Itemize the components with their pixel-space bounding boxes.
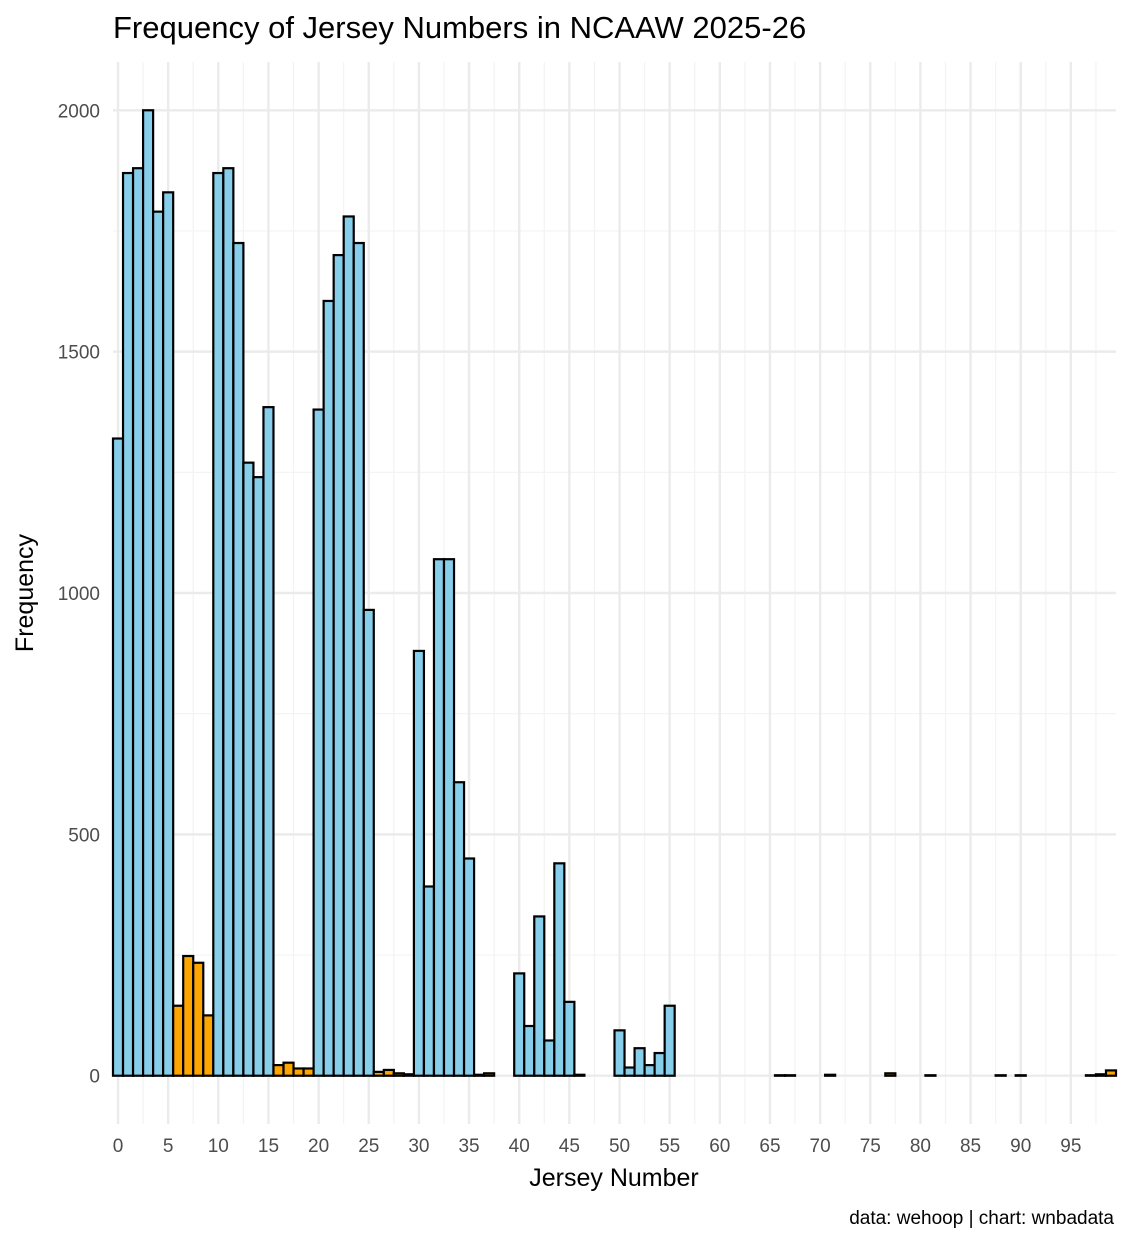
x-tick-label: 65 — [759, 1136, 780, 1157]
bar-31 — [422, 885, 436, 1077]
bar-12 — [232, 241, 245, 1077]
bar-43 — [543, 1039, 556, 1077]
bar-98 — [1094, 1073, 1108, 1077]
bar-13 — [242, 461, 255, 1077]
chart-caption: data: wehoop | chart: wnbadata — [849, 1208, 1114, 1229]
x-tick-label: 40 — [509, 1136, 530, 1157]
x-tick-label: 15 — [258, 1136, 279, 1157]
bar-40 — [513, 972, 526, 1077]
x-tick-label: 85 — [960, 1136, 981, 1157]
bar-35 — [462, 857, 476, 1077]
bars — [111, 109, 1118, 1077]
y-axis-title: Frequency — [11, 533, 39, 652]
bar-42 — [533, 915, 546, 1077]
bar-21 — [322, 299, 335, 1077]
x-tick-label: 25 — [358, 1136, 379, 1157]
bar-37 — [483, 1072, 496, 1077]
y-tick-label: 0 — [89, 1067, 100, 1088]
bar-27 — [382, 1068, 395, 1077]
bar-7 — [182, 954, 195, 1077]
bar-10 — [212, 171, 225, 1077]
x-axis-ticks: 0 5 10 15 20 25 30 35 40 45 50 55 60 65 70 75 80 85 90 95 — [113, 1136, 1082, 1157]
bar-5 — [162, 191, 175, 1077]
x-tick-label: 75 — [860, 1136, 881, 1157]
y-tick-label: 500 — [68, 825, 100, 846]
bar-24 — [352, 241, 365, 1077]
chart-title: Frequency of Jersey Numbers in NCAAW 202… — [113, 10, 806, 45]
y-tick-label: 1500 — [58, 343, 100, 364]
bar-6 — [172, 1004, 185, 1077]
bar-30 — [412, 649, 426, 1077]
bar-32 — [432, 558, 446, 1077]
bar-8 — [192, 961, 205, 1077]
x-tick-label: 0 — [113, 1136, 124, 1157]
x-tick-label: 55 — [659, 1136, 680, 1157]
y-axis-ticks: 0 500 1000 1500 2000 — [58, 101, 100, 1087]
bar-22 — [332, 253, 345, 1077]
bar-9 — [202, 1014, 215, 1077]
x-tick-label: 5 — [163, 1136, 174, 1157]
bar-23 — [342, 215, 355, 1077]
bar-99 — [1104, 1069, 1118, 1077]
bar-54 — [653, 1051, 666, 1077]
bar-55 — [663, 1004, 676, 1077]
bar-51 — [623, 1066, 636, 1077]
bar-28 — [392, 1072, 405, 1077]
bar-33 — [442, 558, 456, 1077]
bar-15 — [262, 406, 275, 1077]
bar-53 — [643, 1064, 656, 1077]
x-tick-label: 30 — [408, 1136, 429, 1157]
bar-16 — [272, 1064, 285, 1077]
y-tick-label: 1000 — [58, 584, 100, 605]
x-tick-label: 45 — [559, 1136, 580, 1157]
bar-18 — [292, 1067, 305, 1077]
y-tick-label: 2000 — [58, 101, 100, 122]
bar-19 — [302, 1067, 315, 1077]
bar-36 — [472, 1073, 486, 1077]
x-tick-label: 50 — [609, 1136, 630, 1157]
bar-17 — [282, 1061, 295, 1077]
bar-71 — [824, 1073, 837, 1077]
bar-20 — [312, 408, 325, 1077]
bar-77 — [884, 1072, 897, 1077]
x-tick-label: 95 — [1060, 1136, 1081, 1157]
bar-11 — [222, 167, 235, 1077]
bar-1 — [121, 171, 135, 1077]
x-tick-label: 80 — [910, 1136, 931, 1157]
x-tick-label: 90 — [1010, 1136, 1031, 1157]
bar-26 — [372, 1070, 385, 1077]
bar-50 — [613, 1029, 626, 1077]
bar-52 — [633, 1047, 646, 1077]
bar-14 — [252, 476, 265, 1077]
x-tick-label: 10 — [208, 1136, 229, 1157]
bar-2 — [131, 167, 145, 1077]
bar-25 — [362, 608, 375, 1077]
bar-34 — [452, 781, 466, 1077]
bar-41 — [523, 1024, 536, 1077]
x-tick-label: 60 — [709, 1136, 730, 1157]
bar-4 — [152, 210, 165, 1077]
x-axis-title: Jersey Number — [529, 1164, 699, 1192]
bar-44 — [553, 862, 566, 1077]
bar-0 — [111, 437, 125, 1077]
x-tick-label: 35 — [458, 1136, 479, 1157]
bar-46 — [573, 1073, 586, 1077]
bar-29 — [402, 1073, 415, 1077]
bar-45 — [563, 1000, 576, 1077]
x-tick-label: 70 — [810, 1136, 831, 1157]
x-tick-label: 20 — [308, 1136, 329, 1157]
bar-3 — [141, 109, 155, 1077]
